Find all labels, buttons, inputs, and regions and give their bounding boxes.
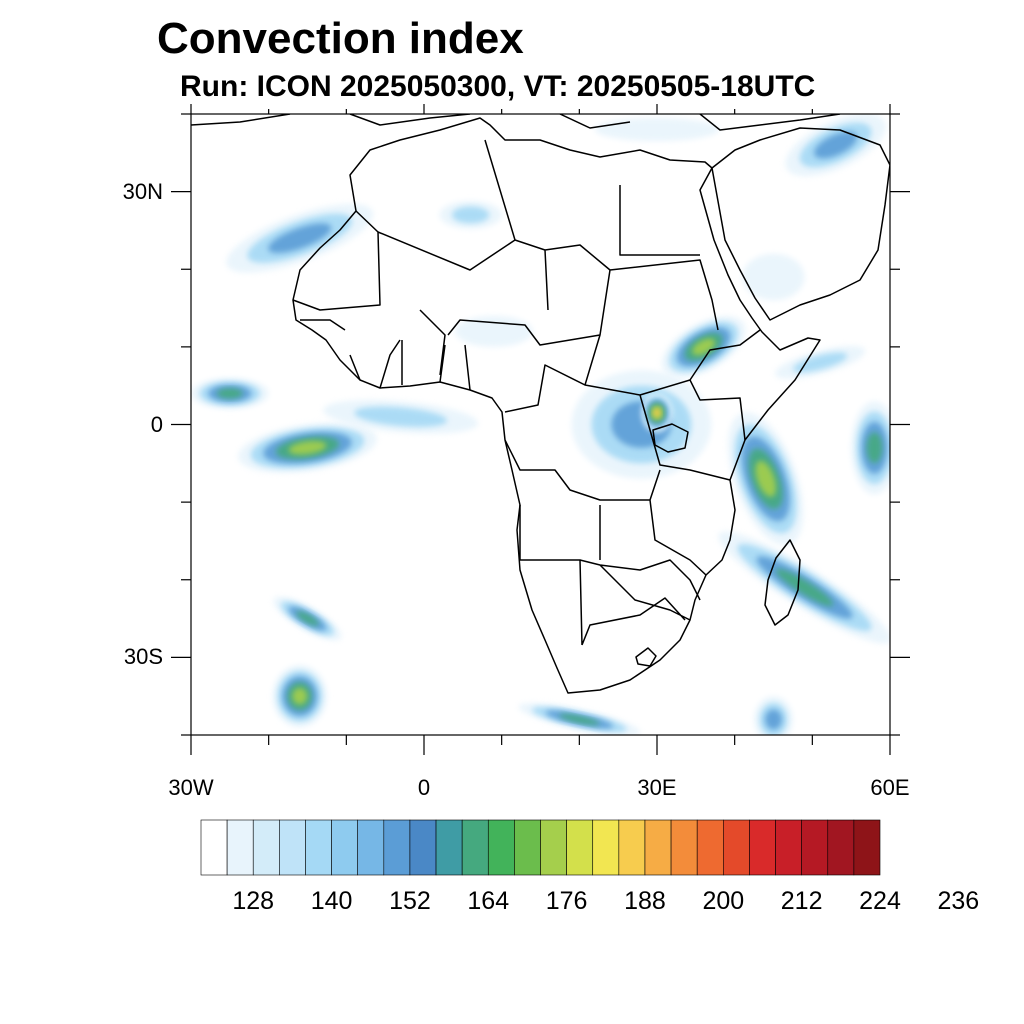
convection-cell [273,596,342,641]
colorbar-label: 140 [310,887,353,915]
convection-cell [323,399,479,434]
convection-cell [774,345,866,379]
convection-contour [814,131,858,159]
convection-cell [594,117,720,142]
convection-contour [292,687,308,705]
colorbar-swatch [226,819,254,876]
convection-contour [793,352,848,373]
convection-cell [785,114,886,177]
convection-cell [238,422,377,473]
map-title: Convection index [157,14,524,63]
colorbar-swatch [409,819,437,876]
lat-label-equator: 0 [150,411,163,437]
colorbar-swatch [514,819,541,876]
convection-field-layer [191,114,890,735]
convection-cell [728,412,804,546]
lon-label-0: 0 [417,775,431,800]
convection-cell [191,377,269,409]
colorbar-label: 224 [859,887,901,915]
colorbar-label: 188 [624,887,666,915]
country-borders [191,114,890,694]
lon-label-30e: 30E [637,775,677,800]
convection-contour [296,611,319,626]
convection-contour [653,408,661,418]
colorbar-swatch [644,819,672,876]
map-background [191,114,890,735]
colorbar-swatch [435,819,463,876]
lat-label-30s: 30S [123,644,163,670]
lon-label-30w: 30W [168,775,214,800]
colorbar-swatch [566,819,594,876]
colorbar-label: 152 [389,887,431,915]
colorbar-label: 176 [545,887,588,915]
convection-cell [851,401,890,495]
madagascar-coastline [764,539,801,626]
convection-contour [354,406,448,427]
convection-contour [866,432,883,464]
convection-contour [755,460,777,497]
convection-contour [775,568,834,607]
colorbar-swatch [670,819,698,876]
colorbar-swatch [853,819,881,876]
colorbar-label: 200 [702,887,745,915]
convection-contour [268,223,332,253]
convection-contour [288,440,327,455]
colorbar-label: 236 [937,887,980,915]
colorbar-swatch [801,819,829,876]
internal-borders [292,139,761,646]
convection-cell [571,370,712,479]
colorbar-swatch [749,819,776,876]
convection-cell [439,200,502,229]
convection-cell [641,393,673,433]
convection-cell [718,531,890,644]
convection-contour [594,117,720,142]
europe-coastline [191,114,841,131]
colorbar-swatch [252,819,280,876]
colorbar-swatch [592,819,620,876]
colorbar-swatch [723,819,750,876]
colorbar-swatch [331,819,358,876]
convection-contour [559,714,600,725]
map-subtitle: Run: ICON 2025050300, VT: 20250505-18UTC [180,70,816,103]
colorbar-swatch [487,819,515,876]
convection-cell [754,696,793,735]
convection-cell [518,703,641,735]
convection-contour [765,709,782,730]
lesotho-border [635,647,657,667]
colorbar-swatch [618,819,646,876]
colorbar-swatch [696,819,724,876]
convection-contour [451,206,490,224]
convection-contour [692,338,716,356]
colorbar-swatch [200,819,228,876]
colorbar [200,819,881,876]
convection-cell [742,253,805,301]
colorbar-swatch [775,819,802,876]
colorbar-swatch [540,819,567,876]
colorbar-swatch [383,819,411,876]
colorbar-label: 164 [467,887,510,915]
convection-contour [216,388,243,399]
lat-label-30n: 30N [122,178,163,204]
convection-cell [661,316,746,378]
colorbar-swatch [827,819,855,876]
axis-ticks [171,104,910,755]
arabia-coastline [711,127,890,321]
convection-cell [226,203,374,273]
colorbar-swatch [461,819,489,876]
colorbar-label: 128 [232,887,275,915]
colorbar-swatch [279,819,306,876]
convection-cell [272,665,327,728]
convection-contour [742,253,805,301]
colorbar-swatch [305,819,332,876]
colorbar-swatch [357,819,385,876]
colorbar-label: 212 [780,887,823,915]
lon-label-60e: 60E [870,775,910,800]
